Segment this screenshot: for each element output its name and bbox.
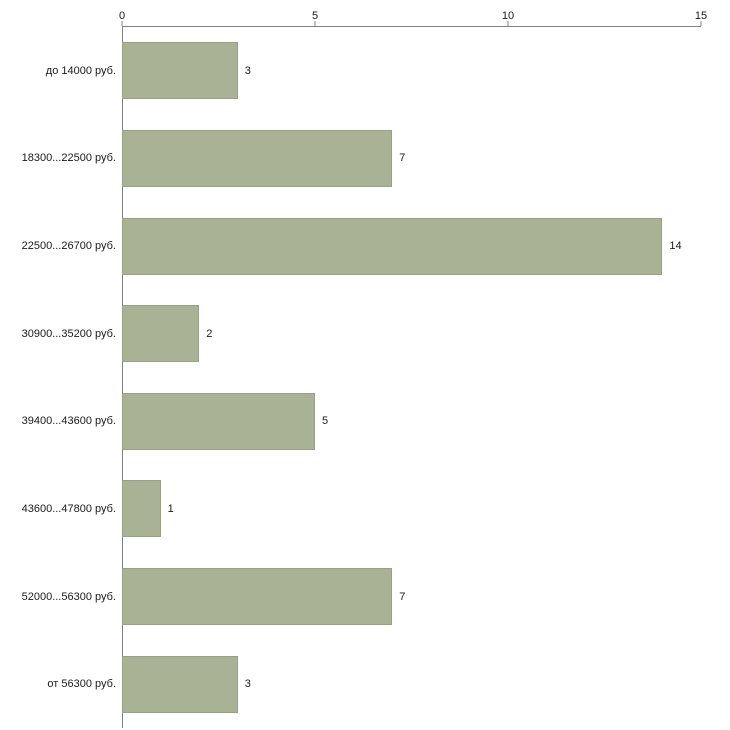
value-label: 14 bbox=[669, 240, 682, 253]
value-label: 2 bbox=[206, 327, 213, 340]
category-label: 22500...26700 руб. bbox=[21, 240, 116, 253]
bar-track: 1 bbox=[122, 480, 701, 538]
x-axis-ticks: 0 5 10 15 bbox=[118, 0, 707, 26]
bar bbox=[122, 480, 161, 538]
bar-row: 30900...35200 руб. 2 bbox=[0, 290, 730, 378]
value-label: 3 bbox=[244, 678, 251, 691]
bar bbox=[122, 129, 393, 187]
x-axis-line bbox=[122, 26, 701, 27]
bar-row: 22500...26700 руб. 14 bbox=[0, 202, 730, 290]
bar-track: 2 bbox=[122, 305, 701, 363]
bar-track: 3 bbox=[122, 42, 701, 100]
x-tick-mark bbox=[121, 21, 123, 26]
bar-row: 39400...43600 руб. 5 bbox=[0, 378, 730, 466]
category-label: 30900...35200 руб. bbox=[21, 327, 116, 340]
x-tick-label: 0 bbox=[118, 10, 126, 22]
y-axis-line bbox=[122, 26, 123, 728]
bar bbox=[122, 655, 238, 713]
x-tick-label: 10 bbox=[501, 10, 515, 22]
value-label: 5 bbox=[322, 415, 329, 428]
bar-track: 5 bbox=[122, 392, 701, 450]
category-label: от 56300 руб. bbox=[47, 678, 116, 691]
value-label: 1 bbox=[167, 502, 174, 515]
bar-row: 18300...22500 руб. 7 bbox=[0, 115, 730, 203]
x-tick-mark bbox=[314, 21, 316, 26]
bar bbox=[122, 42, 238, 100]
x-tick-mark bbox=[507, 21, 509, 26]
bar-row: от 56300 руб. 3 bbox=[0, 640, 730, 728]
bar-track: 7 bbox=[122, 568, 701, 626]
x-tick-label: 5 bbox=[311, 10, 319, 22]
bar-row: до 14000 руб. 3 bbox=[0, 27, 730, 115]
bar bbox=[122, 392, 315, 450]
category-label: 18300...22500 руб. bbox=[21, 152, 116, 165]
category-label: 52000...56300 руб. bbox=[21, 590, 116, 603]
bar bbox=[122, 568, 393, 626]
bar bbox=[122, 217, 663, 275]
bar-track: 14 bbox=[122, 217, 701, 275]
x-tick-mark bbox=[700, 21, 702, 26]
value-label: 3 bbox=[244, 64, 251, 77]
bar-row: 43600...47800 руб. 1 bbox=[0, 465, 730, 553]
bar bbox=[122, 305, 200, 363]
x-tick-label: 15 bbox=[694, 10, 708, 22]
value-label: 7 bbox=[399, 152, 406, 165]
bar-track: 3 bbox=[122, 655, 701, 713]
category-label: 39400...43600 руб. bbox=[21, 415, 116, 428]
bar-rows: до 14000 руб. 3 18300...22500 руб. 7 225… bbox=[0, 27, 730, 728]
bar-row: 52000...56300 руб. 7 bbox=[0, 553, 730, 641]
value-label: 7 bbox=[399, 590, 406, 603]
category-label: до 14000 руб. bbox=[45, 64, 116, 77]
bar-track: 7 bbox=[122, 129, 701, 187]
category-label: 43600...47800 руб. bbox=[21, 502, 116, 515]
